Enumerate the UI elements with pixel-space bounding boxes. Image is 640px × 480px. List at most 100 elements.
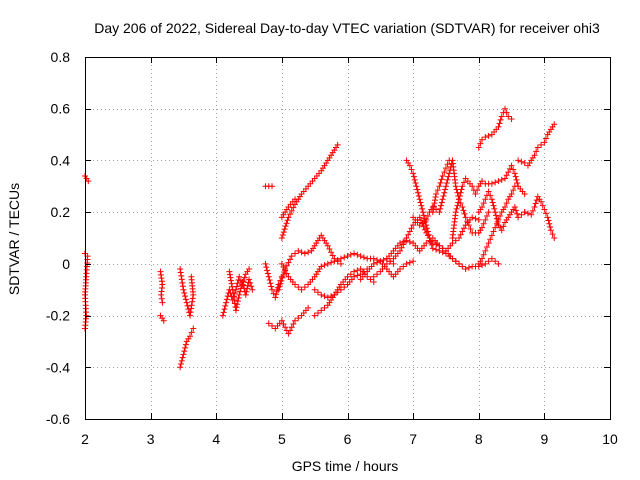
- data-point: [408, 166, 415, 173]
- data-point: [265, 320, 272, 327]
- y-tick-label: 0.2: [51, 204, 71, 220]
- data-point: [551, 121, 558, 128]
- data-point: [287, 327, 294, 334]
- data-point: [367, 276, 374, 283]
- data-point: [235, 294, 242, 301]
- data-point: [283, 262, 290, 269]
- data-point: [479, 136, 486, 143]
- data-point: [543, 210, 550, 217]
- data-point: [488, 196, 495, 203]
- data-point: [441, 189, 448, 196]
- data-point: [222, 302, 229, 309]
- data-point: [357, 253, 364, 260]
- data-point: [242, 291, 249, 298]
- data-point: [234, 298, 241, 305]
- data-point: [419, 205, 426, 212]
- axis-ticks: 2 3 4 5 6 7 8 9 10 -0.6 -0.4 -0.2 0 0.2 0.4 0.6 0.8: [46, 49, 618, 447]
- data-point: [292, 281, 298, 288]
- data-point: [247, 279, 254, 286]
- data-point: [406, 228, 413, 235]
- data-point: [249, 286, 256, 293]
- data-point: [284, 217, 291, 224]
- data-point: [482, 134, 489, 141]
- data-point: [419, 219, 426, 226]
- data-point: [467, 225, 474, 232]
- data-point: [412, 180, 419, 187]
- data-point: [465, 222, 472, 229]
- x-tick-label: 9: [540, 431, 548, 447]
- data-point: [482, 216, 489, 223]
- data-point: [354, 267, 361, 274]
- data-point: [370, 255, 377, 262]
- data-point: [239, 278, 246, 285]
- data-point: [268, 283, 275, 290]
- chart-title: Day 206 of 2022, Sidereal Day-to-day VTE…: [94, 20, 600, 36]
- data-point: [418, 202, 425, 209]
- data-point: [282, 324, 289, 331]
- data-point: [272, 294, 279, 301]
- data-point: [538, 141, 545, 148]
- data-point: [492, 224, 499, 231]
- data-point: [485, 209, 492, 216]
- data-point: [177, 361, 184, 368]
- data-point: [452, 237, 459, 244]
- data-point: [488, 255, 495, 262]
- data-point: [324, 294, 331, 301]
- data-point: [228, 277, 235, 284]
- data-point: [280, 229, 287, 236]
- data-point: [503, 109, 510, 116]
- data-point: [487, 192, 494, 199]
- data-point: [442, 186, 449, 193]
- data-point: [480, 251, 487, 258]
- data-point: [419, 209, 426, 216]
- data-point: [497, 116, 504, 123]
- grid: [85, 57, 610, 419]
- data-point: [189, 298, 196, 305]
- data-point: [441, 169, 448, 176]
- data-point: [432, 197, 438, 204]
- data-point: [318, 291, 325, 298]
- data-point: [278, 235, 285, 241]
- data-point: [189, 295, 196, 302]
- data-point: [495, 178, 502, 185]
- data-point: [400, 263, 407, 270]
- data-point: [231, 297, 238, 304]
- data-point: [533, 148, 540, 155]
- data-point: [459, 183, 466, 190]
- data-point: [424, 225, 431, 232]
- data-point: [179, 283, 186, 290]
- data-point: [546, 220, 553, 227]
- data-point: [438, 202, 445, 209]
- data-point: [337, 260, 344, 267]
- data-point: [460, 207, 467, 214]
- data-point: [282, 267, 289, 274]
- data-point: [159, 299, 166, 306]
- data-point: [511, 170, 518, 177]
- data-point: [508, 191, 515, 198]
- data-point: [276, 283, 283, 290]
- data-point: [433, 191, 440, 198]
- data-point: [400, 238, 407, 245]
- data-point: [380, 256, 387, 263]
- data-point: [265, 273, 272, 280]
- data-point: [411, 176, 418, 183]
- data-point: [479, 255, 486, 262]
- data-point: [453, 205, 460, 212]
- data-point: [489, 199, 496, 206]
- data-point: [187, 309, 194, 316]
- data-point: [182, 296, 189, 303]
- data-point: [482, 260, 489, 267]
- data-point: [502, 105, 508, 112]
- data-point: [511, 203, 518, 210]
- data-point: [278, 277, 285, 284]
- data-point: [351, 273, 358, 280]
- data-point: [512, 207, 519, 214]
- data-point: [337, 255, 344, 262]
- data-point: [480, 220, 487, 227]
- data-point: [495, 260, 502, 267]
- data-point: [383, 260, 390, 267]
- data-point: [472, 191, 479, 198]
- data-point: [301, 284, 308, 291]
- data-point: [442, 250, 449, 257]
